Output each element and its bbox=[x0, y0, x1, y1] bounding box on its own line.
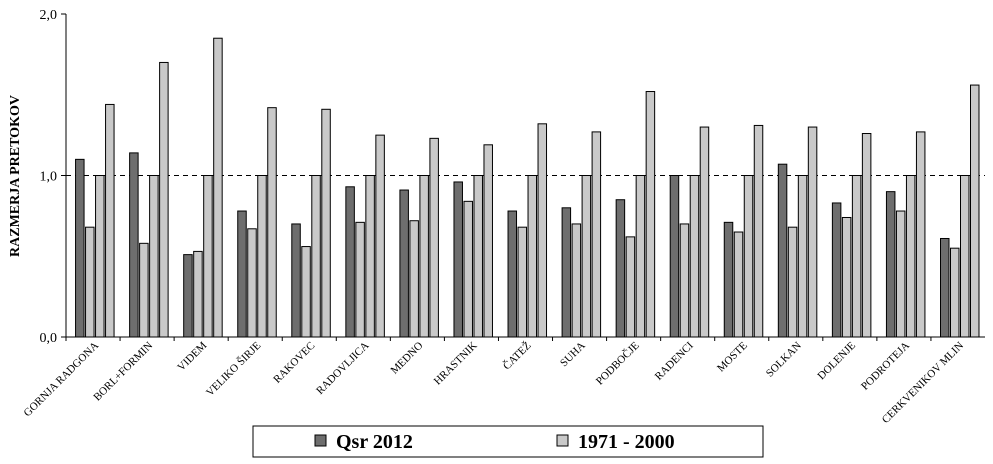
bar bbox=[851, 175, 862, 338]
bars bbox=[66, 37, 985, 338]
bar bbox=[970, 84, 980, 338]
bar bbox=[571, 223, 582, 338]
bar bbox=[527, 175, 538, 338]
bar bbox=[733, 231, 744, 338]
bar bbox=[625, 236, 636, 338]
x-tick-label: GORNJA RADGONA bbox=[22, 340, 102, 420]
bar bbox=[581, 175, 592, 338]
bar bbox=[807, 126, 818, 338]
bar bbox=[301, 246, 311, 338]
bar bbox=[473, 175, 483, 338]
x-tick-label: BORL+FORMIN bbox=[91, 340, 155, 404]
bar bbox=[483, 144, 493, 338]
bar bbox=[419, 175, 429, 338]
legend-swatch-qsr-2012 bbox=[314, 434, 327, 447]
bar bbox=[861, 133, 872, 338]
bar bbox=[139, 242, 149, 338]
bar bbox=[645, 91, 656, 338]
bar bbox=[75, 158, 85, 338]
x-tick-label: SOLKAN bbox=[764, 340, 804, 380]
legend-swatch-1971-2000 bbox=[556, 434, 569, 447]
bar bbox=[561, 207, 572, 338]
x-tick-label: MEDNO bbox=[388, 340, 425, 377]
y-tick-label: 1,0 bbox=[40, 170, 58, 185]
bar bbox=[321, 108, 331, 338]
y-axis: 0,0 1,0 2,0 bbox=[40, 8, 67, 346]
bar bbox=[237, 210, 247, 338]
bar bbox=[777, 163, 788, 338]
x-tick-label: RADENCI bbox=[653, 339, 696, 382]
legend-label-1971-2000: 1971 - 2000 bbox=[578, 431, 675, 453]
bar bbox=[365, 175, 375, 338]
bar bbox=[257, 175, 267, 338]
bar bbox=[841, 216, 852, 338]
bar bbox=[463, 200, 473, 338]
bar bbox=[689, 175, 700, 338]
y-tick-label: 0,0 bbox=[40, 331, 58, 346]
bar bbox=[615, 199, 626, 338]
x-tick-label: VELIKO ŠIRJE bbox=[204, 339, 263, 398]
bar bbox=[409, 220, 419, 338]
bar bbox=[895, 210, 906, 338]
bar bbox=[915, 131, 926, 338]
bar bbox=[831, 202, 842, 338]
bar bbox=[193, 250, 203, 338]
bar bbox=[743, 175, 754, 338]
bar bbox=[291, 223, 301, 338]
bar bbox=[399, 189, 409, 338]
legend: Qsr 2012 1971 - 2000 bbox=[252, 425, 764, 458]
bar bbox=[699, 126, 710, 338]
y-tick-label: 2,0 bbox=[40, 8, 58, 23]
x-tick-label: VIDEM bbox=[175, 339, 209, 373]
x-tick-label: PODROTEJA bbox=[859, 340, 912, 393]
x-tick-label: MOSTE bbox=[715, 339, 750, 374]
bar bbox=[507, 210, 518, 338]
bar bbox=[429, 137, 439, 338]
bar bbox=[375, 134, 385, 338]
bar bbox=[635, 175, 646, 338]
bar bbox=[885, 191, 896, 338]
bar bbox=[517, 226, 528, 338]
bar bbox=[345, 186, 355, 338]
x-tick-label: DOLENJE bbox=[815, 339, 858, 382]
bar bbox=[267, 107, 277, 338]
bar bbox=[95, 175, 105, 338]
bar bbox=[723, 221, 734, 338]
bar bbox=[159, 61, 169, 338]
legend-box bbox=[252, 425, 764, 458]
x-tick-label: RADOVLJICA bbox=[314, 340, 371, 397]
bar bbox=[85, 226, 95, 338]
bar bbox=[537, 123, 548, 338]
y-axis-label: RAZMERJA PRETOKOV bbox=[8, 95, 23, 257]
bar bbox=[950, 247, 960, 338]
bar bbox=[753, 124, 764, 338]
bar bbox=[355, 221, 365, 338]
bar bbox=[311, 175, 321, 338]
x-tick-label: PODBOČJE bbox=[594, 339, 642, 387]
bar bbox=[679, 223, 690, 338]
bar bbox=[129, 152, 139, 338]
bar bbox=[183, 254, 193, 338]
bar bbox=[149, 175, 159, 338]
bar bbox=[203, 175, 213, 338]
legend-label-qsr-2012: Qsr 2012 bbox=[336, 431, 413, 453]
bar bbox=[453, 181, 463, 338]
bar bbox=[960, 175, 970, 338]
bar bbox=[213, 37, 223, 338]
bar bbox=[669, 175, 680, 338]
bar bbox=[105, 103, 115, 338]
bar bbox=[247, 228, 257, 338]
x-tick-label: HRASTNIK bbox=[432, 340, 480, 388]
bar bbox=[787, 226, 798, 338]
x-tick-label: RAKOVEC bbox=[271, 340, 317, 386]
bar bbox=[940, 237, 950, 338]
x-tick-label: SUHA bbox=[558, 340, 588, 370]
bar bbox=[797, 175, 808, 338]
bar bbox=[591, 131, 602, 338]
x-tick-label: ČATEŽ bbox=[501, 339, 534, 372]
bar bbox=[905, 175, 916, 338]
